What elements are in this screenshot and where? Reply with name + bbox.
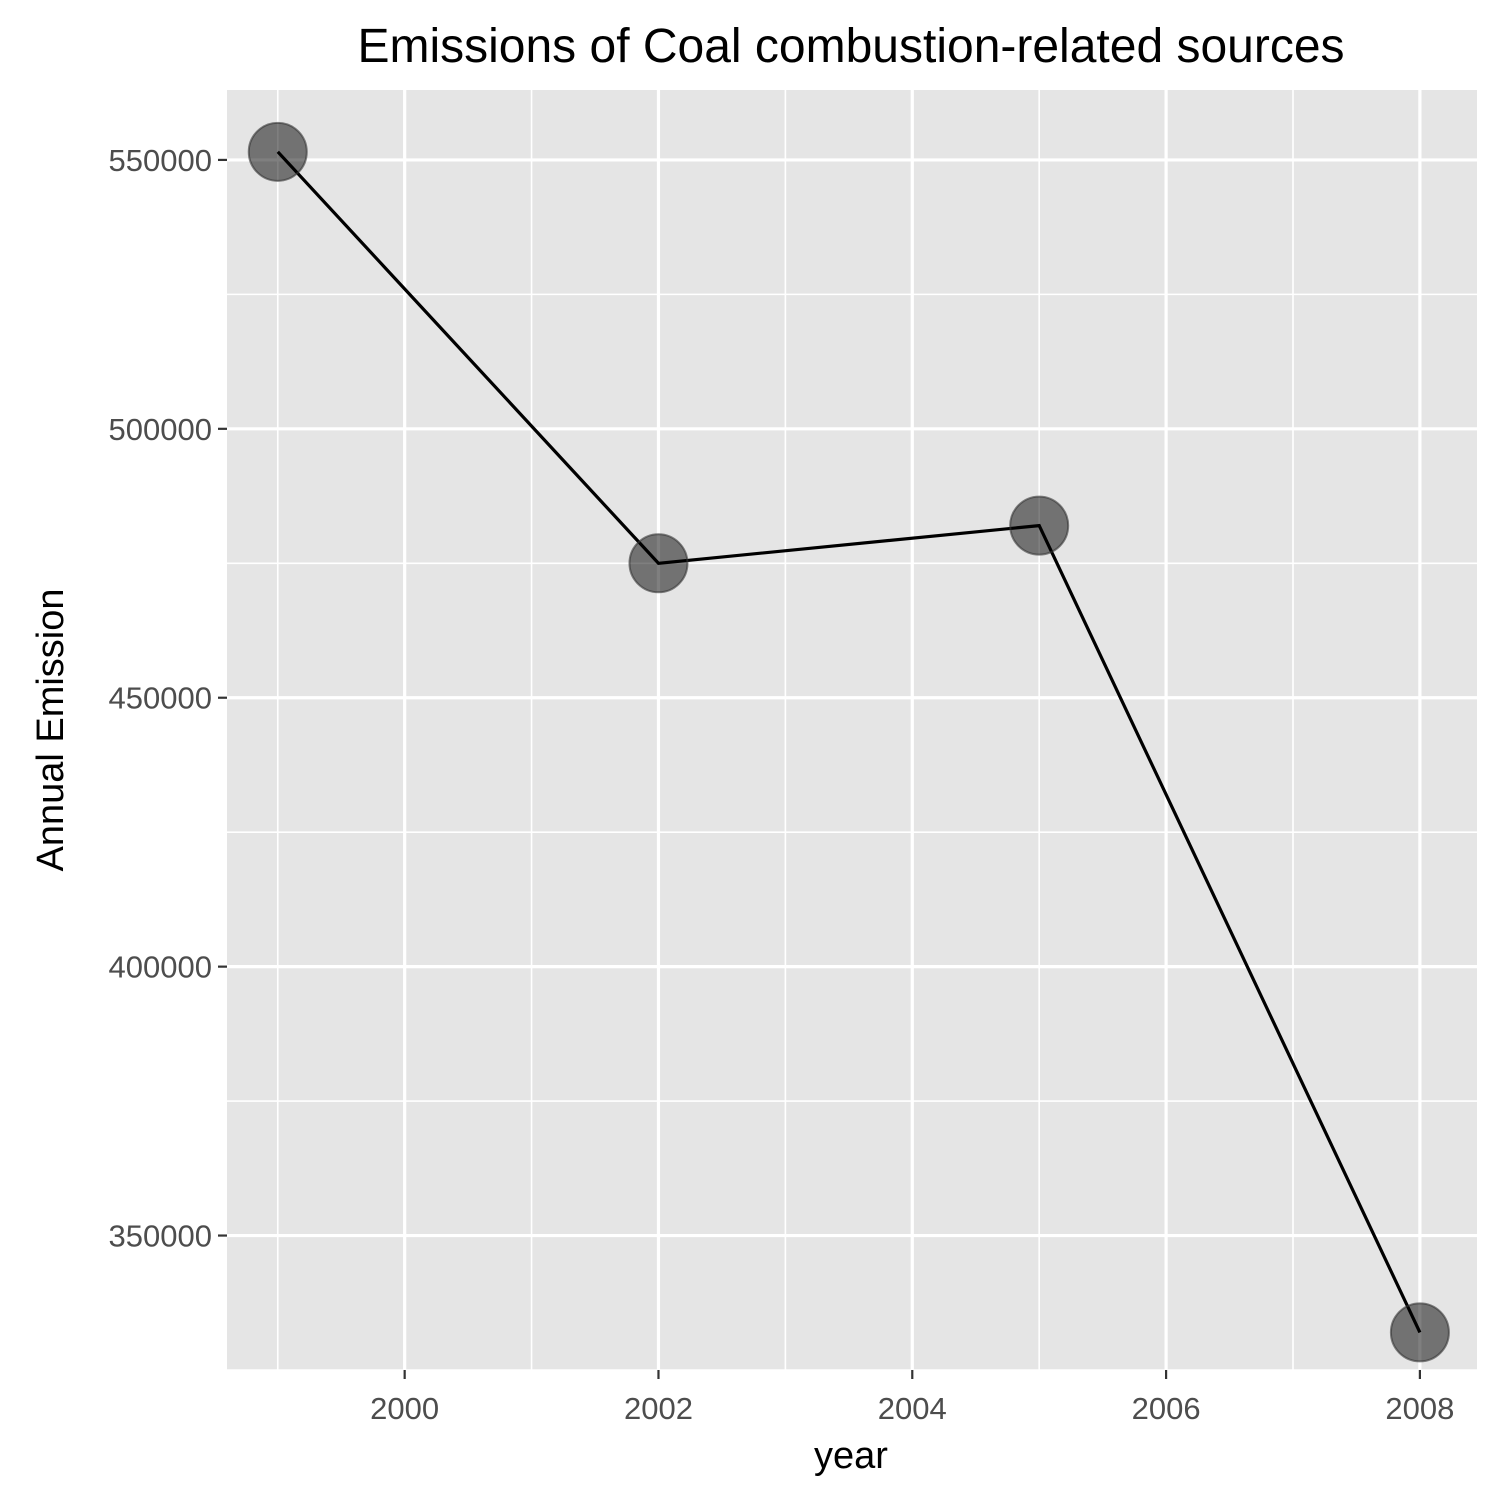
x-axis-title: year <box>814 1435 888 1477</box>
major-gridlines <box>227 90 1477 1370</box>
plot-panel <box>227 90 1477 1370</box>
series-layer <box>247 121 1450 1363</box>
y-tick-label: 550000 <box>109 143 212 178</box>
chart-title: Emissions of Coal combustion-related sou… <box>357 20 1344 73</box>
y-axis: 350000 400000 450000 500000 550000 <box>109 143 227 1254</box>
x-axis: 2000 2002 2004 2006 2008 <box>370 1370 1454 1426</box>
x-tick-label: 2006 <box>1132 1391 1201 1426</box>
x-tick-label: 2008 <box>1385 1391 1454 1426</box>
y-tick-label: 400000 <box>109 950 212 985</box>
data-point <box>1389 1302 1450 1363</box>
series-line <box>276 150 1422 1334</box>
x-tick-label: 2004 <box>878 1391 947 1426</box>
data-point <box>1009 495 1070 556</box>
data-point <box>628 533 689 594</box>
y-axis-title: Annual Emission <box>30 588 72 871</box>
y-tick-label: 500000 <box>109 412 212 447</box>
y-tick-label: 350000 <box>109 1219 212 1254</box>
data-point <box>247 121 308 182</box>
y-tick-label: 450000 <box>109 681 212 716</box>
minor-gridlines <box>227 90 1477 1371</box>
x-tick-label: 2002 <box>624 1391 693 1426</box>
x-tick-label: 2000 <box>370 1391 439 1426</box>
